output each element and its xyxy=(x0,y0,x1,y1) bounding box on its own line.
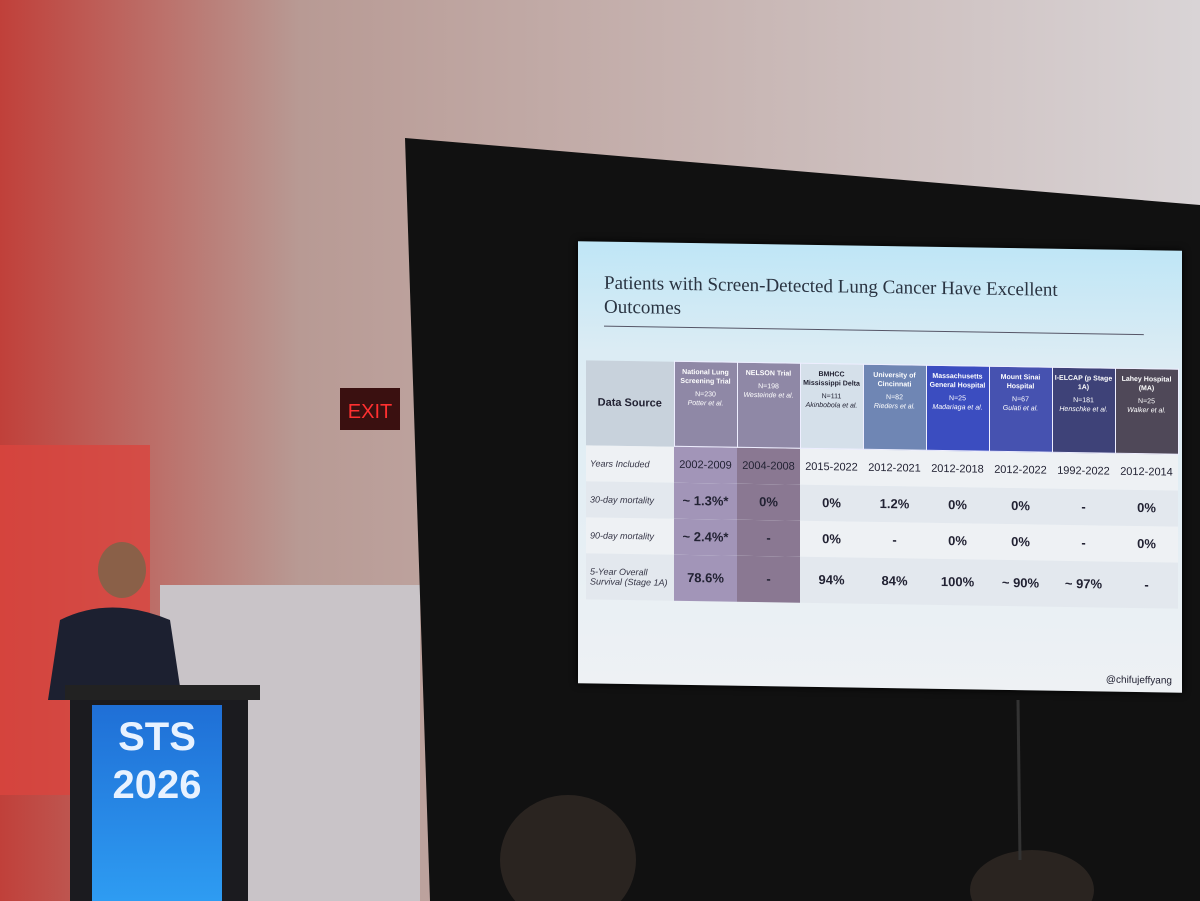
table-cell: 84% xyxy=(881,573,908,589)
column-author: Westeinde et al. xyxy=(743,391,794,400)
podium-line1: STS xyxy=(118,715,196,759)
column-author: Madariaga et al. xyxy=(932,403,983,412)
podium-line2: 2026 xyxy=(113,763,202,807)
mic-stand xyxy=(1016,699,1022,861)
table-cell: 0% xyxy=(948,497,967,513)
column-name: Mount Sinai Hospital xyxy=(1000,373,1041,391)
column-name: NELSON Trial xyxy=(745,369,792,378)
table-cell: 0% xyxy=(1137,500,1156,516)
column-header: I-ELCAP (p Stage 1A) N=181 Henschke et al. xyxy=(1052,367,1115,454)
table-cell: ~ 1.3%* xyxy=(674,482,737,520)
column-header: Mount Sinai Hospital N=67 Gulati et al. xyxy=(989,366,1052,453)
table-cell: 0% xyxy=(1011,498,1030,514)
table-cell: - xyxy=(737,555,800,603)
table-cell: 2012-2021 xyxy=(868,461,921,475)
table-cell: ~ 97% xyxy=(1064,575,1103,592)
column-name: Massachusetts General Hospital xyxy=(929,372,986,390)
column-name: University of Cincinnati xyxy=(873,371,916,389)
corner-cell: Data Source xyxy=(597,396,662,410)
column-author: Walker et al. xyxy=(1127,406,1166,415)
table-row: 5-Year Overall Survival (Stage 1A) 78.6% -… xyxy=(586,552,1178,609)
column-author: Gulati et al. xyxy=(1002,404,1039,413)
title-rule xyxy=(604,325,1144,336)
twitter-handle: @chifujeffyang xyxy=(1105,674,1172,687)
outcomes-table: Data Source National Lung Screening Trial… xyxy=(586,359,1179,609)
audience-head xyxy=(500,795,636,901)
column-author: Akinbobola et al. xyxy=(805,401,858,410)
table-cell: 1.2% xyxy=(879,495,910,512)
table-cell: 0% xyxy=(1137,536,1156,552)
table-cell: ~ 2.4%* xyxy=(674,518,737,556)
row-label: Years Included xyxy=(590,457,650,469)
table-cell: 0% xyxy=(822,495,841,511)
column-name: Lahey Hospital (MA) xyxy=(1121,375,1172,393)
table-cell: 0% xyxy=(948,533,967,549)
table-cell: 2015-2022 xyxy=(805,460,858,474)
column-header: National Lung Screening Trial N=230 Potter… xyxy=(674,361,737,448)
table-cell: 0% xyxy=(1011,534,1030,550)
table-cell: 2012-2018 xyxy=(931,462,984,476)
table-cell: 78.6% xyxy=(674,554,737,602)
podium-panel xyxy=(92,705,222,901)
table-cell: 0% xyxy=(822,531,841,547)
slide-title: Patients with Screen-Detected Lung Cance… xyxy=(604,272,1058,319)
header-row: Data Source National Lung Screening Trial… xyxy=(586,359,1178,455)
table-cell: - xyxy=(1081,535,1086,551)
column-header: BMHCC Mississippi Delta N=111 Akinbobola e… xyxy=(800,363,863,450)
table-cell: - xyxy=(737,519,800,557)
table-cell: ~ 90% xyxy=(1001,574,1040,591)
podium-top xyxy=(65,685,260,700)
table-cell: - xyxy=(1081,499,1086,515)
row-label: 30-day mortality xyxy=(590,493,655,505)
row-label: 5-Year Overall Survival (Stage 1A) xyxy=(590,565,668,588)
column-header: University of Cincinnati N=82 Rieders et a… xyxy=(863,364,926,451)
table-cell: 0% xyxy=(737,483,800,521)
column-name: BMHCC Mississippi Delta xyxy=(803,371,860,388)
table-cell: 94% xyxy=(818,572,845,588)
speaker-head xyxy=(98,542,146,598)
table-cell: 2012-2014 xyxy=(1120,465,1173,479)
table-cell: 100% xyxy=(940,573,975,590)
table-cell: 1992-2022 xyxy=(1057,464,1110,478)
table-cell: 2002-2009 xyxy=(674,446,737,484)
column-author: Potter et al. xyxy=(687,399,724,408)
column-author: Rieders et al. xyxy=(873,402,916,411)
exit-text: EXIT xyxy=(348,401,392,423)
column-author: Henschke et al. xyxy=(1059,405,1108,414)
table-cell: - xyxy=(892,532,897,548)
column-header: Massachusetts General Hospital N=25 Madari… xyxy=(926,365,989,452)
column-name: National Lung Screening Trial xyxy=(680,368,731,386)
table-cell: 2004-2008 xyxy=(737,447,800,485)
column-header: NELSON Trial N=198 Westeinde et al. xyxy=(737,362,800,449)
column-name: I-ELCAP (p Stage 1A) xyxy=(1054,374,1113,392)
speaker-body xyxy=(48,607,182,700)
column-header: Lahey Hospital (MA) N=25 Walker et al. xyxy=(1115,368,1178,455)
audience-head xyxy=(970,850,1094,901)
slide: Patients with Screen-Detected Lung Cance… xyxy=(578,241,1182,693)
table-cell: 2012-2022 xyxy=(994,463,1047,477)
table-cell: - xyxy=(1144,577,1149,593)
exit-box xyxy=(340,388,400,430)
row-label: 90-day mortality xyxy=(590,529,655,541)
